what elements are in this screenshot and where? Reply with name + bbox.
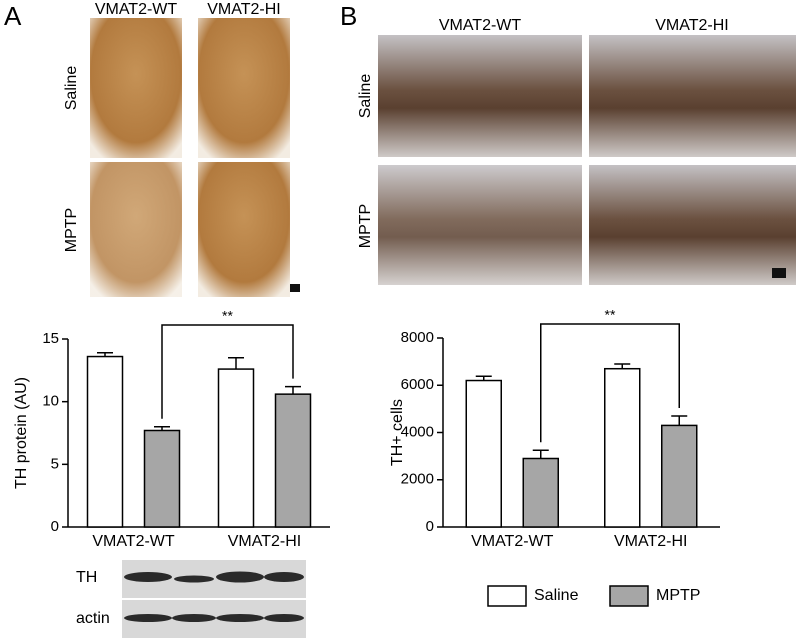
column-label: VMAT2-WT xyxy=(95,1,178,18)
row-label: Saline xyxy=(63,66,80,111)
y-axis-label: TH protein (AU) xyxy=(13,377,30,489)
error-bar xyxy=(532,449,549,459)
y-tick-label: 6000 xyxy=(401,376,434,393)
blot-label: TH xyxy=(76,569,97,586)
significance-bracket xyxy=(540,323,680,443)
scale-bar xyxy=(772,268,786,278)
bar xyxy=(86,355,124,528)
x-tick-label: VMAT2-WT xyxy=(92,533,175,550)
image xyxy=(589,165,796,285)
image xyxy=(589,35,796,157)
legend-label: Saline xyxy=(534,587,579,604)
y-tick-label: 0 xyxy=(51,518,59,535)
bar xyxy=(604,367,641,528)
column-label: VMAT2-WT xyxy=(439,17,522,34)
image xyxy=(378,35,582,157)
error-bar xyxy=(154,425,170,431)
legend-swatch xyxy=(487,585,527,607)
significance-bracket xyxy=(161,324,294,419)
y-tick-label: 15 xyxy=(42,330,59,347)
y-tick-label: 5 xyxy=(51,455,59,472)
image xyxy=(198,162,290,297)
y-tick-label: 8000 xyxy=(401,329,434,346)
bar xyxy=(661,424,698,528)
y-tick-label: 10 xyxy=(42,393,59,410)
y-tick-label: 2000 xyxy=(401,471,434,488)
bar xyxy=(217,368,255,528)
blot-bands xyxy=(124,571,304,622)
error-bar xyxy=(285,385,301,395)
error-bar xyxy=(228,357,244,370)
column-label: VMAT2-HI xyxy=(207,1,280,18)
image xyxy=(378,165,582,285)
legend-swatch xyxy=(609,585,649,607)
bar xyxy=(522,457,559,528)
row-label: MPTP xyxy=(357,204,374,248)
panel-label: A xyxy=(4,1,22,31)
x-tick-label: VMAT2-HI xyxy=(614,533,687,550)
image xyxy=(90,162,182,297)
error-bar xyxy=(97,352,113,357)
x-tick-label: VMAT2-HI xyxy=(228,533,301,550)
significance-label: ** xyxy=(605,307,616,323)
image xyxy=(198,18,290,158)
error-bar xyxy=(475,375,492,381)
error-bar xyxy=(671,415,688,426)
y-tick-label: 0 xyxy=(426,518,434,535)
image xyxy=(90,18,182,158)
panel-label: B xyxy=(340,1,357,31)
y-tick-label: 4000 xyxy=(401,423,434,440)
error-bar xyxy=(614,363,631,369)
y-axis-label: TH+ cells xyxy=(389,399,406,466)
scale-bar xyxy=(290,284,300,292)
significance-label: ** xyxy=(222,308,233,324)
row-label: MPTP xyxy=(63,208,80,252)
bar xyxy=(143,429,181,528)
x-tick-label: VMAT2-WT xyxy=(471,533,554,550)
bar xyxy=(465,379,502,528)
column-label: VMAT2-HI xyxy=(655,17,728,34)
blot-label: actin xyxy=(76,610,110,627)
legend-label: MPTP xyxy=(656,587,700,604)
row-label: Saline xyxy=(357,74,374,119)
bar xyxy=(274,393,312,528)
